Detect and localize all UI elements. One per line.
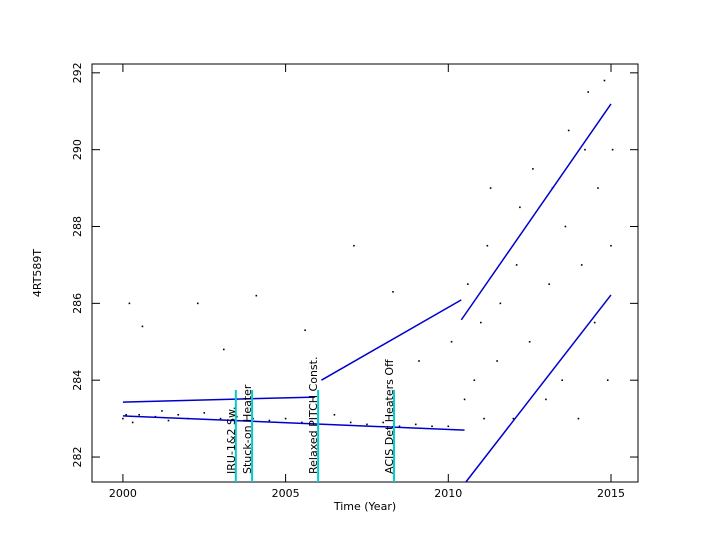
fit-line <box>122 415 465 431</box>
point <box>606 379 609 381</box>
point <box>528 340 531 343</box>
point <box>532 168 534 170</box>
point <box>496 360 498 362</box>
point <box>450 340 453 343</box>
fit-line <box>321 299 462 381</box>
x-axis-label: Time (Year) <box>333 500 396 513</box>
x-tick-label: 2005 <box>272 487 300 500</box>
point <box>499 302 502 305</box>
point <box>125 413 127 416</box>
y-tick-label: 290 <box>71 139 84 160</box>
point <box>161 410 163 412</box>
y-tick-label: 286 <box>71 293 84 314</box>
point <box>447 425 450 428</box>
point <box>486 244 489 247</box>
point <box>141 325 144 328</box>
point <box>353 244 355 247</box>
fit-line <box>460 103 612 321</box>
y-tick-label: 282 <box>71 447 84 468</box>
point <box>473 379 476 381</box>
point <box>561 379 563 381</box>
point <box>366 423 368 426</box>
point <box>219 417 222 420</box>
point <box>382 421 385 424</box>
fit-line <box>122 396 315 403</box>
point <box>222 348 225 351</box>
point <box>597 187 599 189</box>
x-tick-label: 2000 <box>109 487 137 500</box>
point <box>567 129 570 132</box>
point <box>483 417 485 420</box>
point <box>564 225 567 228</box>
point <box>431 425 433 428</box>
point <box>304 329 306 332</box>
point <box>138 413 140 416</box>
point <box>587 91 590 93</box>
y-tick-label: 292 <box>71 62 84 83</box>
point <box>467 283 469 285</box>
point <box>519 206 521 209</box>
point <box>584 148 586 151</box>
point <box>268 419 271 422</box>
point <box>580 264 583 266</box>
point <box>349 421 352 424</box>
point <box>255 294 258 297</box>
point <box>603 79 606 82</box>
point <box>128 302 131 305</box>
y-tick-label: 288 <box>71 216 84 237</box>
y-tick-label: 284 <box>71 370 84 391</box>
plot-frame <box>91 63 639 483</box>
point <box>122 417 124 420</box>
event-label: Relaxed PITCH Const. <box>307 357 320 474</box>
point <box>392 291 394 293</box>
point <box>480 321 482 324</box>
point <box>515 264 518 266</box>
point <box>611 148 614 151</box>
point <box>414 423 417 426</box>
x-tick-label: 2015 <box>597 487 625 500</box>
point <box>177 413 180 416</box>
point <box>301 421 303 424</box>
point <box>131 421 134 424</box>
point <box>512 417 515 420</box>
point <box>196 302 199 305</box>
point <box>593 321 596 324</box>
event-label: ACIS Det Heaters Off <box>383 359 396 474</box>
point <box>398 425 401 428</box>
event-label: Stuck-on Heater <box>241 384 254 474</box>
fit-line <box>465 294 612 483</box>
point <box>545 398 547 401</box>
point <box>333 413 336 416</box>
point <box>577 417 580 420</box>
point <box>203 412 206 414</box>
x-tick-label: 2010 <box>434 487 462 500</box>
point <box>548 283 550 285</box>
point <box>489 187 492 189</box>
event-label: IRU-1&2 Sw. <box>225 407 238 474</box>
y-axis-label: 4RT589T <box>31 249 44 298</box>
point <box>167 419 170 422</box>
point <box>463 398 466 401</box>
point <box>418 360 420 362</box>
point <box>610 244 612 247</box>
point <box>284 417 287 420</box>
